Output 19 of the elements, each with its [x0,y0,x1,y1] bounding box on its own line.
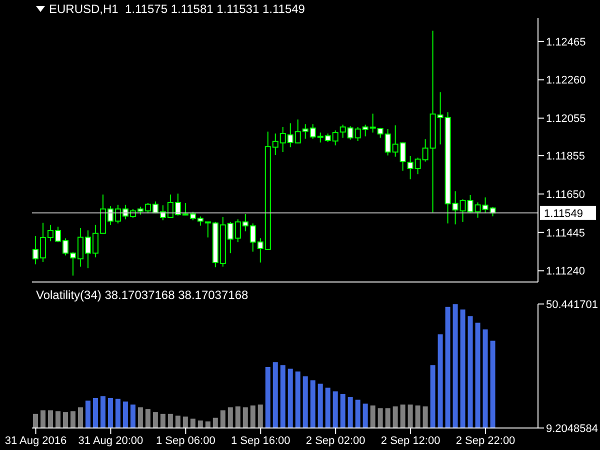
x-tick-label: 2 Sep 12:00 [380,434,440,447]
x-tick-label: 31 Aug 20:00 [78,434,144,447]
chart-title: EURUSD,H1 1.11575 1.11581 1.11531 1.11549 [49,2,305,16]
y-tick-label: 50.441701 [546,298,598,311]
y-tick-label: 9.2048584 [546,422,598,435]
chart-title: Volatility(34) 38.17037168 38.17037168 [36,288,248,302]
y-tick-label: 1.12465 [546,36,586,48]
y-tick-label: 1.11445 [546,227,585,240]
x-tick-label: 2 Sep 22:00 [456,434,516,447]
x-tick-label: 1 Sep 06:00 [156,434,216,447]
y-tick-label: 1.11855 [546,150,585,163]
ref-line-label: 1.11549 [544,208,583,220]
y-tick-label: 1.11240 [546,266,585,278]
x-tick-label: 2 Sep 02:00 [306,434,366,447]
x-tick-label: 31 Aug 2016 [4,434,67,447]
y-tick-label: 1.12055 [546,113,586,126]
x-tick-label: 1 Sep 16:00 [230,434,290,447]
y-tick-label: 1.12260 [546,74,586,87]
y-tick-label: 1.11650 [546,188,585,201]
